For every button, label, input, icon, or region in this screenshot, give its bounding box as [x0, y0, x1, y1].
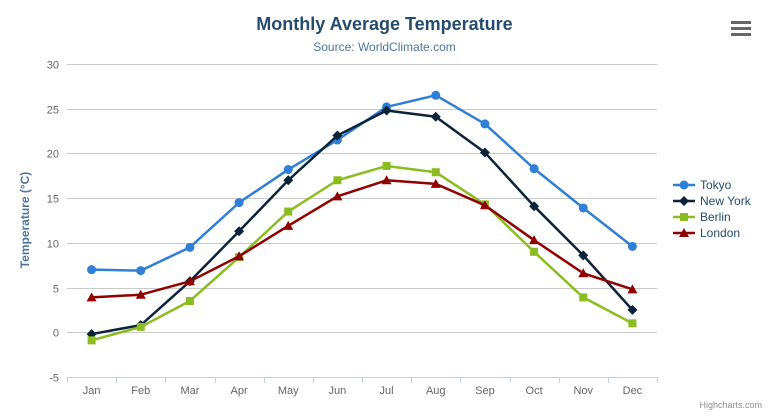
- series-line: [90, 164, 634, 342]
- y-axis-title: Temperature (°C): [18, 171, 32, 269]
- data-point[interactable]: [185, 242, 195, 252]
- data-point[interactable]: [135, 289, 146, 299]
- series-line: [90, 94, 634, 272]
- series-tokyo: [87, 90, 637, 276]
- data-point[interactable]: [234, 198, 244, 208]
- data-point[interactable]: [529, 235, 540, 245]
- data-point[interactable]: [578, 268, 589, 278]
- hamburger-icon: [731, 33, 751, 36]
- credits-link[interactable]: Highcharts.com: [699, 400, 762, 410]
- data-point[interactable]: [431, 168, 440, 177]
- data-point[interactable]: [332, 130, 343, 141]
- data-point[interactable]: [530, 247, 539, 256]
- legend-item-tokyo[interactable]: Tokyo: [673, 177, 751, 193]
- x-axis-label: Oct: [526, 385, 543, 397]
- data-point[interactable]: [87, 336, 96, 345]
- series-london: [86, 175, 638, 302]
- data-point[interactable]: [332, 191, 343, 201]
- series-line: [90, 179, 634, 299]
- square-marker-icon: [680, 213, 688, 221]
- series-line: [90, 109, 634, 336]
- x-axis-label: Apr: [231, 385, 248, 397]
- data-point[interactable]: [579, 293, 588, 302]
- y-axis-label: 10: [47, 239, 59, 251]
- data-point[interactable]: [283, 220, 294, 230]
- data-point[interactable]: [333, 176, 342, 185]
- legend-item-new-york[interactable]: New York: [673, 193, 751, 209]
- triangle-marker-icon: [679, 228, 689, 237]
- export-menu-button[interactable]: [731, 21, 751, 36]
- legend-item-london[interactable]: London: [673, 225, 751, 241]
- data-point[interactable]: [184, 276, 195, 286]
- data-point[interactable]: [136, 266, 146, 276]
- data-point[interactable]: [381, 175, 392, 185]
- x-axis-label: Jun: [329, 385, 347, 397]
- data-point[interactable]: [86, 292, 97, 302]
- x-axis-label: Mar: [180, 385, 199, 397]
- y-axis-label: -5: [49, 373, 59, 385]
- legend-item-berlin[interactable]: Berlin: [673, 209, 751, 225]
- legend-item-label: London: [700, 226, 741, 240]
- series-new-york: [86, 105, 638, 340]
- hamburger-icon: [731, 27, 751, 30]
- x-axis-label: Jul: [380, 385, 394, 397]
- x-axis-label: Jan: [83, 385, 101, 397]
- data-point[interactable]: [381, 105, 392, 116]
- y-axis-label: 25: [47, 105, 59, 117]
- legend-item-label: Berlin: [700, 210, 731, 224]
- hamburger-icon: [731, 21, 751, 24]
- data-point[interactable]: [430, 178, 441, 188]
- data-point[interactable]: [234, 251, 245, 261]
- chart-title: Monthly Average Temperature: [256, 14, 513, 34]
- legend: Tokyo New York Berlin London: [673, 177, 751, 241]
- data-point[interactable]: [283, 165, 293, 175]
- data-point[interactable]: [480, 119, 490, 129]
- chart-subtitle: Source: WorldClimate.com: [313, 40, 456, 54]
- x-axis-label: Nov: [573, 385, 593, 397]
- x-axis-label: Aug: [426, 385, 446, 397]
- circle-legend-marker-icon: [673, 180, 695, 190]
- y-axis-label: 30: [47, 60, 59, 72]
- data-point[interactable]: [136, 322, 145, 331]
- data-point[interactable]: [185, 296, 194, 305]
- data-point[interactable]: [431, 90, 441, 100]
- data-point[interactable]: [382, 161, 391, 170]
- data-point[interactable]: [628, 319, 637, 328]
- square-legend-marker-icon: [673, 213, 695, 221]
- x-axis-label: Feb: [131, 385, 150, 397]
- diamond-marker-icon: [679, 196, 689, 206]
- data-point[interactable]: [627, 241, 637, 251]
- x-axis-label: Sep: [475, 385, 495, 397]
- data-point[interactable]: [87, 265, 97, 275]
- diamond-legend-marker-icon: [673, 196, 695, 206]
- data-point[interactable]: [479, 200, 490, 210]
- data-point[interactable]: [578, 250, 589, 261]
- data-point[interactable]: [283, 175, 294, 186]
- y-axis-label: 0: [53, 328, 59, 340]
- legend-item-label: Tokyo: [700, 178, 732, 192]
- data-point[interactable]: [479, 147, 490, 158]
- data-point[interactable]: [627, 284, 638, 294]
- y-axis-label: 15: [47, 194, 59, 206]
- data-point[interactable]: [627, 304, 638, 315]
- data-point[interactable]: [578, 203, 588, 213]
- data-point[interactable]: [234, 226, 245, 237]
- triangle-legend-marker-icon: [673, 228, 695, 237]
- circle-marker-icon: [679, 180, 689, 190]
- y-axis-label: 20: [47, 149, 59, 161]
- data-point[interactable]: [430, 111, 441, 122]
- data-point[interactable]: [529, 201, 540, 212]
- x-axis-label: Dec: [623, 385, 643, 397]
- data-point[interactable]: [284, 207, 293, 216]
- data-point[interactable]: [529, 164, 539, 174]
- x-axis-label: May: [278, 385, 299, 397]
- y-axis-label: 5: [53, 284, 59, 296]
- legend-item-label: New York: [700, 194, 751, 208]
